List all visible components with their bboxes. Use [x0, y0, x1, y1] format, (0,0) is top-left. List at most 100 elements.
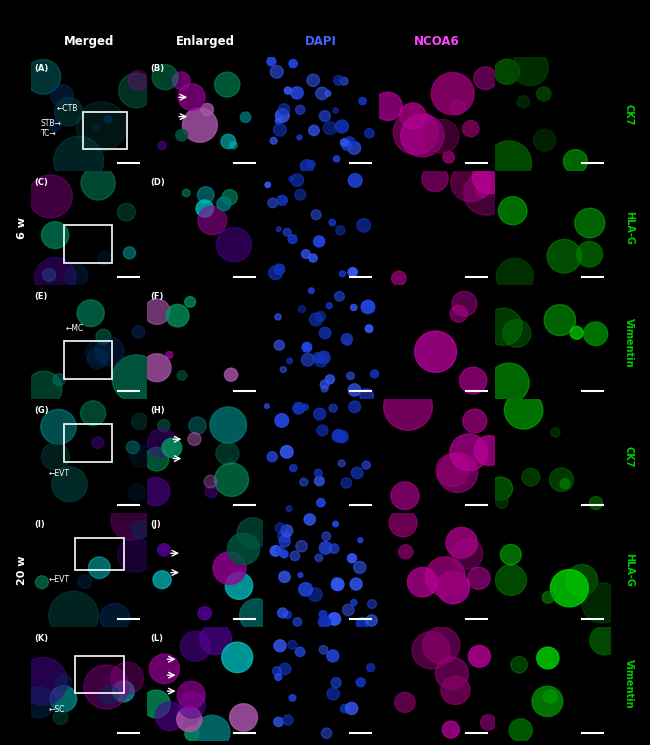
Circle shape — [299, 583, 313, 596]
Circle shape — [112, 355, 160, 402]
Circle shape — [329, 404, 337, 412]
Circle shape — [328, 612, 341, 625]
Circle shape — [275, 673, 281, 680]
Circle shape — [198, 606, 211, 620]
Circle shape — [276, 118, 282, 124]
Circle shape — [309, 313, 322, 326]
Circle shape — [113, 681, 134, 702]
Circle shape — [53, 374, 65, 386]
Circle shape — [368, 600, 376, 609]
Circle shape — [276, 226, 281, 232]
Circle shape — [336, 431, 348, 443]
Circle shape — [342, 141, 352, 150]
Text: (F): (F) — [151, 292, 164, 301]
Circle shape — [544, 305, 576, 336]
Circle shape — [150, 654, 179, 684]
Circle shape — [309, 125, 319, 136]
Circle shape — [495, 565, 526, 595]
Circle shape — [322, 532, 331, 541]
Circle shape — [118, 537, 153, 572]
Circle shape — [348, 554, 357, 562]
Circle shape — [391, 271, 406, 285]
Circle shape — [126, 441, 139, 454]
Circle shape — [327, 688, 339, 700]
Circle shape — [41, 410, 76, 444]
Circle shape — [53, 710, 68, 725]
Circle shape — [19, 657, 67, 705]
Circle shape — [166, 352, 173, 358]
Circle shape — [487, 141, 532, 186]
Circle shape — [217, 197, 231, 211]
Circle shape — [333, 108, 339, 113]
Circle shape — [92, 437, 103, 448]
Circle shape — [317, 351, 330, 364]
Circle shape — [341, 705, 349, 713]
Circle shape — [343, 604, 354, 615]
Circle shape — [237, 518, 268, 548]
Circle shape — [153, 571, 171, 589]
Circle shape — [155, 702, 185, 731]
Circle shape — [484, 308, 522, 346]
Circle shape — [275, 314, 281, 320]
Circle shape — [96, 329, 111, 344]
Circle shape — [442, 721, 460, 738]
Circle shape — [318, 616, 330, 628]
Circle shape — [319, 645, 328, 654]
Circle shape — [196, 200, 213, 217]
Text: Vimentin: Vimentin — [624, 659, 634, 709]
Circle shape — [315, 554, 322, 562]
Circle shape — [274, 717, 283, 726]
Circle shape — [49, 592, 98, 640]
Circle shape — [356, 618, 369, 630]
Circle shape — [437, 571, 469, 603]
Circle shape — [424, 119, 459, 153]
Circle shape — [319, 611, 327, 618]
Circle shape — [315, 469, 322, 477]
Circle shape — [284, 87, 291, 94]
Circle shape — [214, 72, 240, 97]
Circle shape — [308, 588, 322, 601]
Circle shape — [319, 327, 331, 339]
Circle shape — [281, 525, 292, 536]
Text: (L): (L) — [151, 634, 164, 643]
Circle shape — [224, 368, 238, 381]
Circle shape — [350, 305, 357, 311]
Circle shape — [55, 98, 83, 126]
Circle shape — [346, 703, 358, 714]
Circle shape — [302, 353, 315, 366]
Circle shape — [188, 433, 201, 446]
Circle shape — [361, 300, 374, 314]
Circle shape — [373, 92, 402, 121]
Circle shape — [560, 479, 570, 489]
Circle shape — [274, 340, 285, 350]
Circle shape — [270, 137, 277, 144]
Circle shape — [51, 84, 73, 107]
Circle shape — [291, 174, 304, 186]
Circle shape — [460, 367, 487, 394]
Text: 6 w: 6 w — [17, 218, 27, 239]
Circle shape — [29, 175, 72, 218]
Circle shape — [240, 112, 251, 122]
Circle shape — [327, 650, 339, 662]
Circle shape — [84, 665, 129, 709]
Circle shape — [542, 592, 554, 603]
Circle shape — [422, 165, 448, 191]
Circle shape — [142, 354, 171, 381]
Circle shape — [216, 442, 239, 465]
Circle shape — [158, 419, 170, 431]
Circle shape — [509, 719, 532, 742]
Circle shape — [177, 681, 205, 708]
Circle shape — [124, 247, 136, 259]
Circle shape — [314, 354, 328, 367]
Circle shape — [436, 454, 469, 486]
Text: (D): (D) — [151, 178, 165, 187]
Circle shape — [356, 678, 365, 687]
Circle shape — [34, 257, 76, 298]
Circle shape — [315, 476, 324, 486]
Text: (I): (I) — [34, 520, 46, 529]
Circle shape — [474, 67, 497, 89]
Circle shape — [320, 380, 329, 389]
Circle shape — [293, 618, 302, 626]
Circle shape — [158, 544, 170, 556]
Circle shape — [317, 425, 328, 436]
